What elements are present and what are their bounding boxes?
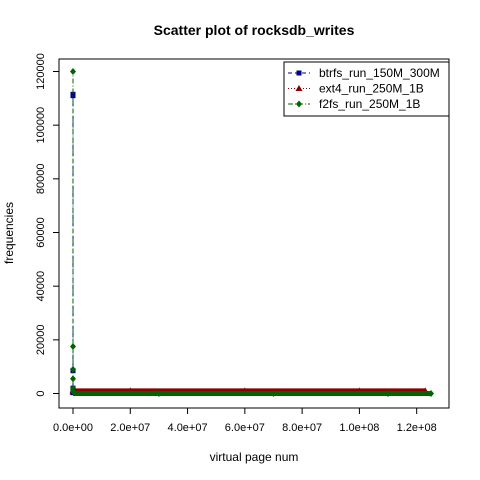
data-point — [70, 343, 76, 351]
legend-item: ext4_run_250M_1B — [288, 82, 424, 96]
y-axis-label: frequencies — [2, 202, 16, 264]
data-point — [70, 365, 76, 373]
legend-box — [283, 61, 450, 117]
series-btrfs_run_150M_300M — [70, 91, 420, 396]
x-tick-label: 8.0e+07 — [282, 422, 322, 434]
data-point — [70, 68, 76, 75]
y-tick-label: 100000 — [35, 107, 47, 144]
chart-title: Scatter plot of rocksdb_writes — [154, 22, 355, 38]
legend-item: btrfs_run_150M_300M — [288, 66, 440, 80]
y-tick-label: 0 — [35, 390, 47, 396]
series-f2fs_run_250M_1B — [70, 68, 434, 397]
y-tick-label: 120000 — [35, 53, 47, 90]
x-tick-label: 4.0e+07 — [168, 422, 208, 434]
legend-label: f2fs_run_250M_1B — [319, 97, 420, 111]
x-tick-label: 0.0e+00 — [53, 422, 93, 434]
legend-item: f2fs_run_250M_1B — [288, 97, 420, 111]
x-tick-label: 1.2e+08 — [397, 422, 437, 434]
x-tick-label: 6.0e+07 — [225, 422, 265, 434]
y-tick-label: 20000 — [35, 325, 47, 356]
legend-label: ext4_run_250M_1B — [319, 82, 424, 96]
x-axis: 0.0e+00 2.0e+07 4.0e+07 6.0e+07 8.0e+07 1.0e+… — [53, 407, 437, 434]
legend-label: btrfs_run_150M_300M — [319, 66, 440, 80]
y-axis: 0 20000 40000 60000 80000 100000 120000 — [35, 53, 60, 397]
data-point — [270, 390, 277, 397]
data-point — [70, 375, 76, 383]
x-tick-label: 2.0e+07 — [110, 422, 150, 434]
legend-marker — [296, 100, 302, 108]
x-axis-label: virtual page num — [210, 450, 299, 464]
x-tick-label: 1.0e+08 — [339, 422, 379, 434]
y-tick-label: 80000 — [35, 164, 47, 195]
legend: btrfs_run_150M_300M ext4_run_250M_1Bf2fs_… — [283, 61, 450, 117]
data-point — [385, 390, 392, 397]
legend-marker — [296, 70, 302, 76]
data-point — [155, 390, 162, 397]
y-tick-label: 60000 — [35, 217, 47, 248]
data-point — [70, 387, 76, 395]
legend-marker — [295, 85, 303, 91]
data-point — [428, 390, 434, 397]
y-tick-label: 40000 — [35, 271, 47, 302]
